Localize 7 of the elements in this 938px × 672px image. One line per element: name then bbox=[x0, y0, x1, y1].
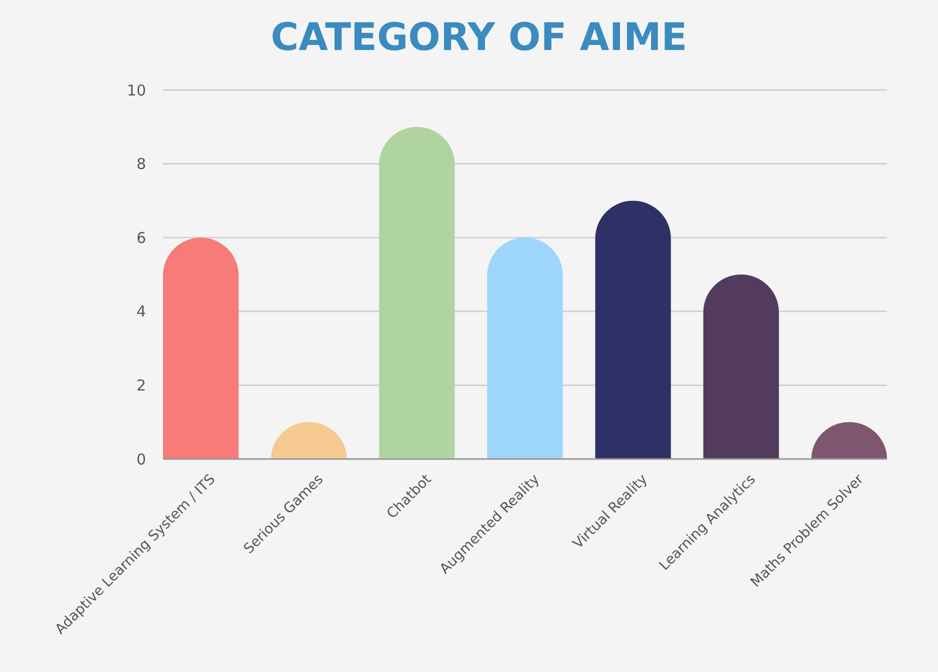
y-tick-label: 10 bbox=[126, 81, 146, 100]
chart-title: CATEGORY OF AIME bbox=[270, 15, 688, 59]
y-tick-label: 0 bbox=[136, 450, 146, 468]
y-tick-label: 6 bbox=[136, 228, 146, 247]
y-tick-label: 4 bbox=[136, 302, 146, 321]
y-tick-label: 2 bbox=[136, 376, 146, 394]
y-tick-label: 8 bbox=[136, 155, 146, 174]
